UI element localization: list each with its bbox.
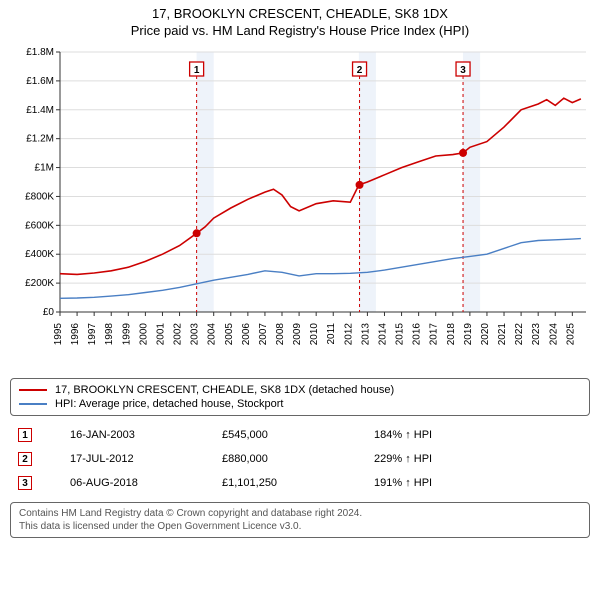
- legend-swatch: [19, 389, 47, 391]
- svg-text:2001: 2001: [155, 323, 166, 346]
- svg-text:£0: £0: [43, 307, 55, 318]
- svg-text:£800K: £800K: [25, 191, 54, 202]
- svg-text:£1.8M: £1.8M: [26, 47, 54, 58]
- svg-text:2022: 2022: [514, 323, 525, 346]
- svg-text:£400K: £400K: [25, 249, 54, 260]
- svg-text:1998: 1998: [104, 323, 115, 346]
- legend-row: 17, BROOKLYN CRESCENT, CHEADLE, SK8 1DX …: [19, 383, 581, 397]
- sale-marker-box: 2: [18, 452, 32, 466]
- svg-text:2016: 2016: [412, 323, 423, 346]
- sale-price: £1,101,250: [216, 472, 366, 494]
- svg-text:2007: 2007: [258, 323, 269, 346]
- legend-label: HPI: Average price, detached house, Stoc…: [55, 398, 284, 410]
- svg-text:2024: 2024: [548, 323, 559, 346]
- title-address: 17, BROOKLYN CRESCENT, CHEADLE, SK8 1DX: [10, 6, 590, 21]
- svg-text:2011: 2011: [326, 323, 337, 345]
- svg-text:2013: 2013: [360, 323, 371, 346]
- svg-text:£1.2M: £1.2M: [26, 134, 54, 145]
- svg-text:2006: 2006: [241, 323, 252, 346]
- legend-box: 17, BROOKLYN CRESCENT, CHEADLE, SK8 1DX …: [10, 378, 590, 416]
- svg-text:£1.6M: £1.6M: [26, 76, 54, 87]
- svg-text:2004: 2004: [207, 323, 218, 346]
- svg-text:£1.4M: £1.4M: [26, 105, 54, 116]
- footer-line-2: This data is licensed under the Open Gov…: [19, 520, 581, 533]
- legend-label: 17, BROOKLYN CRESCENT, CHEADLE, SK8 1DX …: [55, 384, 394, 396]
- svg-text:1: 1: [194, 65, 200, 76]
- sales-row: 2 17-JUL-2012£880,000229% ↑ HPI: [12, 448, 588, 470]
- sale-marker-box: 1: [18, 428, 32, 442]
- svg-text:2021: 2021: [497, 323, 508, 346]
- svg-text:2010: 2010: [309, 323, 320, 346]
- sale-marker-cell: 1: [12, 424, 62, 446]
- sale-price: £545,000: [216, 424, 366, 446]
- sale-marker-box: 3: [18, 476, 32, 490]
- svg-text:£200K: £200K: [25, 278, 54, 289]
- footer-line-1: Contains HM Land Registry data © Crown c…: [19, 507, 581, 520]
- sale-hpi-pct: 229% ↑ HPI: [368, 448, 588, 470]
- chart-area: £0 £200K £400K £600K £800K £1M £1.2M £1.4M £1.6M…: [10, 42, 590, 372]
- svg-text:2: 2: [357, 65, 363, 76]
- chart-container: 17, BROOKLYN CRESCENT, CHEADLE, SK8 1DX …: [0, 0, 600, 544]
- legend-swatch: [19, 403, 47, 405]
- svg-text:2012: 2012: [343, 323, 354, 346]
- sale-date: 06-AUG-2018: [64, 472, 214, 494]
- title-subtitle: Price paid vs. HM Land Registry's House …: [10, 23, 590, 38]
- footer-attribution: Contains HM Land Registry data © Crown c…: [10, 502, 590, 538]
- svg-text:1999: 1999: [121, 323, 132, 346]
- svg-text:1996: 1996: [70, 323, 81, 346]
- svg-text:2009: 2009: [292, 323, 303, 346]
- svg-text:£1M: £1M: [35, 163, 54, 174]
- svg-text:1997: 1997: [87, 323, 98, 346]
- sales-row: 3 06-AUG-2018£1,101,250191% ↑ HPI: [12, 472, 588, 494]
- sale-marker-cell: 2: [12, 448, 62, 470]
- sales-table: 1 16-JAN-2003£545,000184% ↑ HPI 2 17-JUL-20…: [10, 422, 590, 496]
- svg-text:2005: 2005: [224, 323, 235, 346]
- svg-text:2003: 2003: [190, 323, 201, 346]
- svg-text:2025: 2025: [565, 323, 576, 346]
- svg-text:2000: 2000: [138, 323, 149, 346]
- svg-text:2020: 2020: [480, 323, 491, 346]
- svg-text:3: 3: [460, 65, 466, 76]
- svg-text:2019: 2019: [463, 323, 474, 346]
- sale-date: 17-JUL-2012: [64, 448, 214, 470]
- sale-hpi-pct: 191% ↑ HPI: [368, 472, 588, 494]
- price-chart-svg: £0 £200K £400K £600K £800K £1M £1.2M £1.4M £1.6M…: [10, 42, 590, 372]
- svg-text:£600K: £600K: [25, 220, 54, 231]
- svg-text:2015: 2015: [395, 323, 406, 346]
- sale-marker-cell: 3: [12, 472, 62, 494]
- svg-text:2002: 2002: [173, 323, 184, 346]
- svg-text:2008: 2008: [275, 323, 286, 346]
- sale-date: 16-JAN-2003: [64, 424, 214, 446]
- svg-text:1995: 1995: [53, 323, 64, 346]
- legend-row: HPI: Average price, detached house, Stoc…: [19, 397, 581, 411]
- title-block: 17, BROOKLYN CRESCENT, CHEADLE, SK8 1DX …: [10, 6, 590, 38]
- svg-text:2023: 2023: [531, 323, 542, 346]
- svg-text:2017: 2017: [429, 323, 440, 346]
- sale-hpi-pct: 184% ↑ HPI: [368, 424, 588, 446]
- sale-price: £880,000: [216, 448, 366, 470]
- svg-text:2014: 2014: [377, 323, 388, 346]
- sales-row: 1 16-JAN-2003£545,000184% ↑ HPI: [12, 424, 588, 446]
- svg-text:2018: 2018: [446, 323, 457, 346]
